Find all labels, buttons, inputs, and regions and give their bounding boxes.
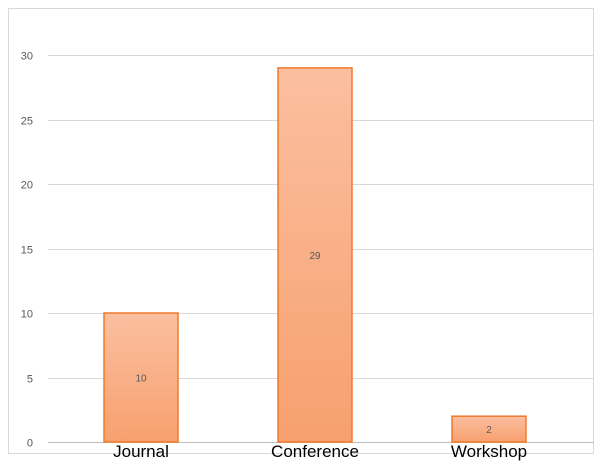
y-tick-label: 5 [27, 374, 33, 386]
data-labels: 10 29 2 [135, 251, 492, 436]
bar-conference [277, 67, 353, 443]
y-tick-label: 20 [21, 180, 33, 192]
category-label-journal: Journal [113, 442, 169, 461]
y-tick-label: 30 [21, 51, 33, 63]
data-label-workshop: 2 [486, 425, 492, 436]
y-tick-label: 15 [21, 245, 33, 257]
category-label-workshop: Workshop [451, 442, 527, 461]
x-axis-categories: Journal Conference Workshop [113, 442, 527, 461]
y-tick-label: 0 [27, 438, 33, 450]
bars [103, 67, 527, 443]
data-label-conference: 29 [309, 251, 321, 262]
bar-journal [103, 312, 179, 443]
y-tick-label: 25 [21, 116, 33, 128]
y-tick-label: 10 [21, 309, 33, 321]
y-axis-ticks: 0 5 10 15 20 25 30 [21, 51, 33, 450]
data-label-journal: 10 [135, 374, 147, 385]
category-label-conference: Conference [271, 442, 359, 461]
bar-workshop [451, 415, 527, 443]
